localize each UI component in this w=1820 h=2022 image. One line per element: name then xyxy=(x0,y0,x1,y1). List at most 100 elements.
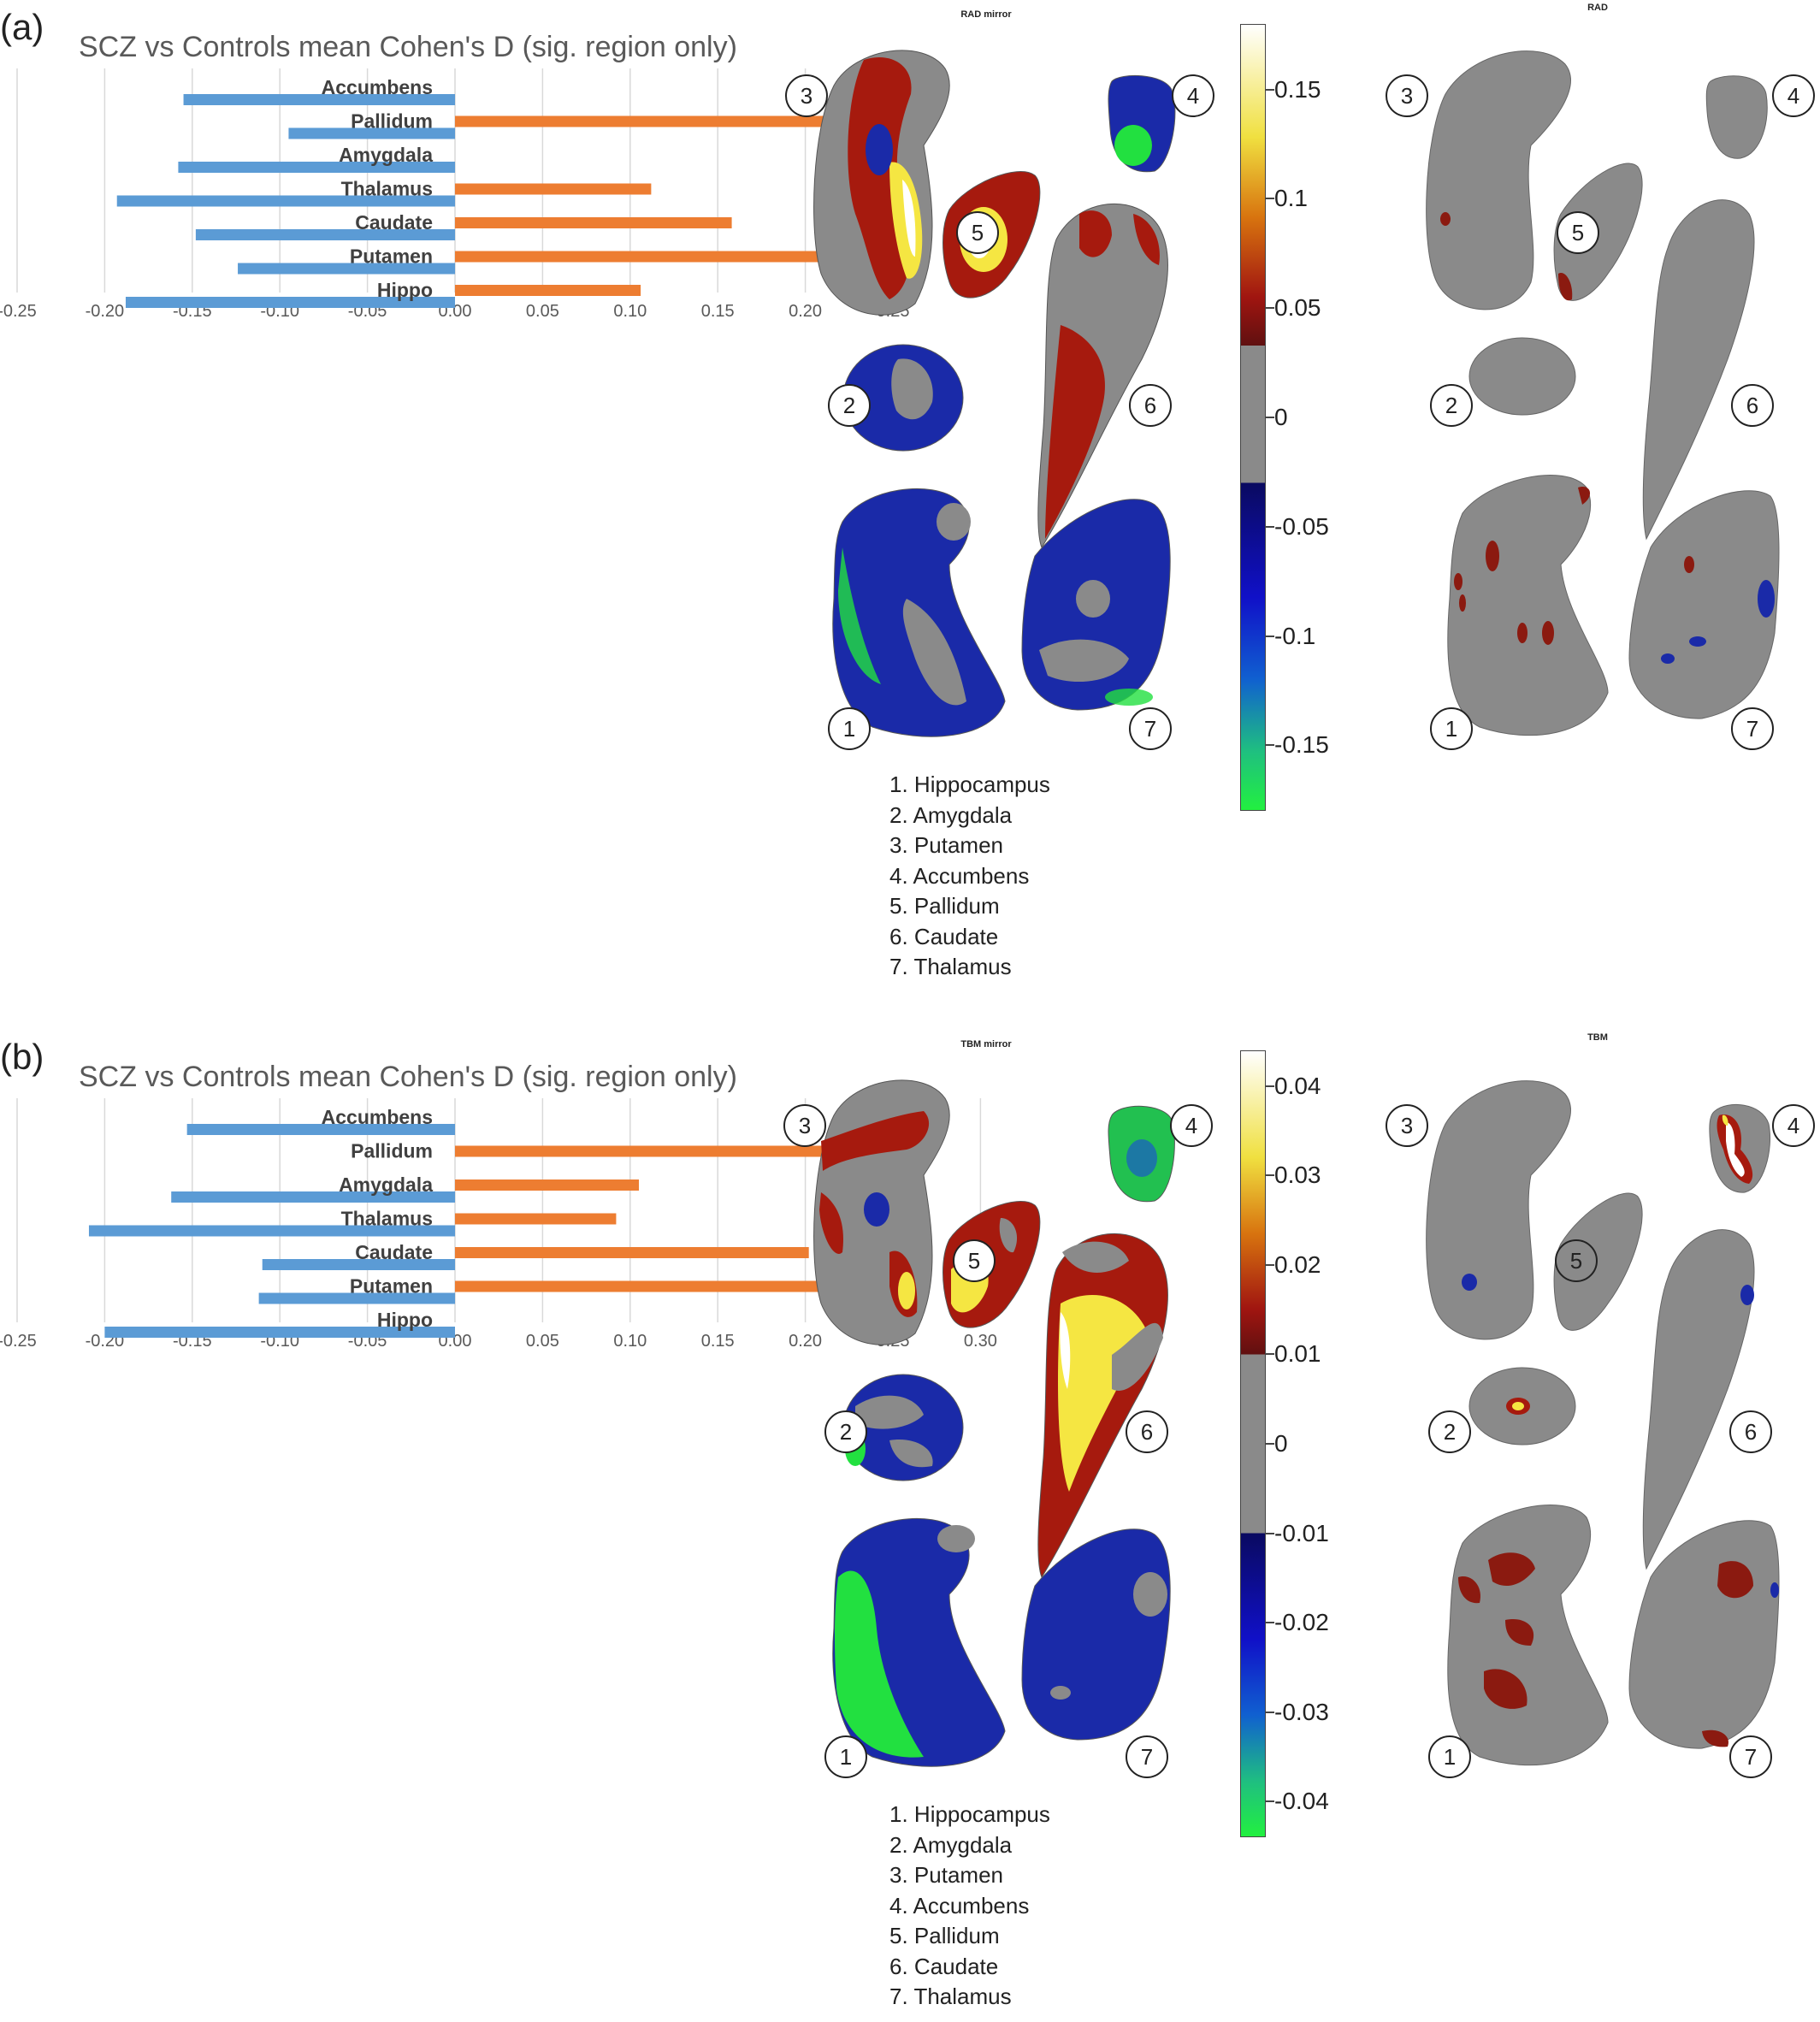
colorbar-label: 0.01 xyxy=(1274,1340,1321,1368)
svg-text:3: 3 xyxy=(1401,1113,1413,1138)
colorbar-label: -0.02 xyxy=(1274,1609,1329,1636)
svg-text:5: 5 xyxy=(968,1248,980,1274)
accumbens-shape xyxy=(1108,74,1176,173)
x-tick-label: 0.15 xyxy=(701,1332,735,1351)
bar xyxy=(288,127,455,139)
colorbar-label: 0.1 xyxy=(1274,185,1308,212)
bar xyxy=(455,1180,640,1191)
svg-text:2: 2 xyxy=(1445,393,1457,418)
region-marker-4: 4 xyxy=(1170,1104,1213,1147)
category-label: Pallidum xyxy=(351,110,433,133)
legend-item: 1. Hippocampus xyxy=(889,1801,1050,1827)
map-title: RAD xyxy=(1587,3,1608,13)
colorbar-tick xyxy=(1266,635,1274,637)
surface-map-mirror: RAD mirror xyxy=(785,9,1214,750)
bar xyxy=(455,1145,862,1157)
x-tick-label: 0.20 xyxy=(789,1332,822,1351)
region-marker-3: 3 xyxy=(1386,1104,1428,1147)
svg-text:7: 7 xyxy=(1141,1744,1153,1770)
colorbar-tick xyxy=(1266,1800,1274,1803)
panel-b: (b) SCZ vs Controls mean Cohen's D (sig.… xyxy=(0,1030,1820,2022)
svg-text:5: 5 xyxy=(972,220,984,245)
putamen-shape xyxy=(813,50,950,316)
x-tick-label: 0.30 xyxy=(964,1332,997,1351)
region-marker-7: 7 xyxy=(1126,1735,1168,1778)
surface-map: TBM 3 4 5 xyxy=(1386,1032,1815,1778)
region-marker-2: 2 xyxy=(1428,1410,1471,1453)
colorbar-tick xyxy=(1266,1711,1274,1713)
surface-map: RAD 3 4 5 2 6 1 7 xyxy=(1386,3,1815,750)
x-tick-label: 0.05 xyxy=(526,1332,559,1351)
category-label: Hippo xyxy=(377,279,433,301)
svg-text:1: 1 xyxy=(1444,1744,1456,1770)
caudate-shape xyxy=(1037,203,1168,549)
surface-map-mirror: TBM mirror xyxy=(783,1039,1213,1778)
region-marker-1: 1 xyxy=(828,707,871,750)
legend-item: 5. Pallidum xyxy=(889,1923,1000,1948)
bar xyxy=(195,229,455,240)
svg-text:2: 2 xyxy=(1444,1419,1456,1445)
amygdala-shape xyxy=(842,344,964,452)
x-tick-label: 0.20 xyxy=(789,302,822,321)
category-label: Caudate xyxy=(355,1241,433,1263)
x-tick-label: 0.05 xyxy=(526,302,559,321)
legend-item: 4. Accumbens xyxy=(889,1892,1030,1919)
colorbar-label: 0.03 xyxy=(1274,1162,1321,1189)
hippocampus-shape xyxy=(832,1517,1006,1767)
category-label: Pallidum xyxy=(351,1140,433,1162)
svg-text:6: 6 xyxy=(1144,393,1156,418)
region-legend: 1. Hippocampus 2. Amygdala 3. Putamen 4.… xyxy=(889,1800,1050,2013)
colorbar-tick xyxy=(1266,525,1274,528)
x-tick-label: -0.25 xyxy=(0,1332,37,1351)
bar xyxy=(455,115,888,127)
colorbar-label: 0.02 xyxy=(1274,1250,1321,1278)
svg-text:4: 4 xyxy=(1788,1113,1799,1138)
map-title: RAD mirror xyxy=(960,9,1012,20)
colorbar-label: 0 xyxy=(1274,1430,1288,1457)
x-tick-label: 0.15 xyxy=(701,302,735,321)
region-marker-5: 5 xyxy=(1557,211,1599,254)
legend-item: 3. Putamen xyxy=(889,832,1003,858)
svg-text:4: 4 xyxy=(1788,83,1799,109)
accumbens-shape xyxy=(1108,1105,1175,1203)
colorbar-label: 0.05 xyxy=(1274,294,1321,322)
hippocampus-shape xyxy=(832,488,1006,737)
bar xyxy=(125,297,455,308)
legend-item: 7. Thalamus xyxy=(889,954,1012,979)
bar xyxy=(116,195,455,207)
bar xyxy=(455,183,652,195)
svg-text:1: 1 xyxy=(840,1744,852,1770)
colorbar-tick xyxy=(1266,1263,1274,1266)
colorbar-label: -0.04 xyxy=(1274,1788,1329,1815)
legend-item: 7. Thalamus xyxy=(889,1984,1012,2009)
bar-chart: -0.25 -0.20 -0.15 -0.10 -0.05 0.00 0.05 0.10 0.1… xyxy=(0,1098,997,1351)
svg-text:3: 3 xyxy=(799,1113,811,1138)
region-marker-3: 3 xyxy=(1386,74,1428,117)
region-marker-6: 6 xyxy=(1729,1410,1772,1453)
x-tick-label: -0.20 xyxy=(86,302,125,321)
svg-text:3: 3 xyxy=(801,83,812,109)
amygdala-shape xyxy=(1468,1367,1576,1446)
negative-patches xyxy=(1462,1274,1779,1598)
significance-patches xyxy=(1440,212,1694,645)
colorbar-label: 0.15 xyxy=(1274,75,1321,103)
thalamus-shape xyxy=(1021,1528,1171,1741)
colorbar-tick xyxy=(1266,307,1274,310)
svg-text:1: 1 xyxy=(1445,716,1457,742)
category-label: Putamen xyxy=(350,1275,433,1298)
hippocampus-shape xyxy=(1447,475,1609,736)
region-marker-1: 1 xyxy=(824,1735,867,1778)
category-label: Thalamus xyxy=(341,178,433,200)
bar xyxy=(455,285,641,296)
colorbar-tick xyxy=(1266,1353,1274,1356)
bar xyxy=(238,263,455,275)
bar xyxy=(455,1247,809,1258)
bar xyxy=(183,94,455,105)
svg-text:5: 5 xyxy=(1570,1248,1582,1274)
category-label: Caudate xyxy=(355,211,433,234)
map-title: TBM mirror xyxy=(960,1039,1012,1049)
colorbar-label: -0.05 xyxy=(1274,512,1329,540)
colorbar-tick xyxy=(1266,1532,1274,1534)
negative-patches xyxy=(1661,580,1775,664)
colorbar-tick xyxy=(1266,1622,1274,1624)
